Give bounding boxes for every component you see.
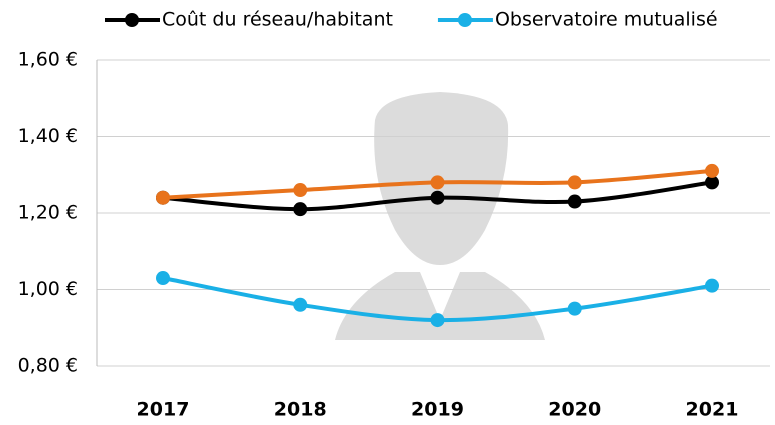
- y-tick-label: 1,60 €: [18, 49, 78, 71]
- legend-marker: [457, 13, 472, 27]
- x-tick-label: 2019: [411, 399, 464, 421]
- legend-label: Observatoire mutualisé: [495, 9, 718, 31]
- point: [705, 278, 719, 293]
- legend-label: Coût du réseau/habitant: [162, 9, 393, 31]
- point: [430, 175, 445, 190]
- point: [293, 202, 308, 217]
- point: [705, 163, 719, 178]
- y-tick-label: 1,40 €: [18, 125, 78, 147]
- point: [293, 183, 308, 198]
- point: [567, 301, 582, 316]
- point: [430, 190, 445, 205]
- x-tick-label: 2017: [137, 399, 190, 421]
- point: [567, 175, 582, 190]
- legend-marker: [125, 13, 139, 27]
- point: [430, 313, 445, 328]
- x-tick-label: 2018: [274, 399, 327, 421]
- y-tick-label: 0,80 €: [18, 355, 78, 377]
- point: [567, 194, 582, 209]
- watermark: [335, 92, 545, 340]
- point: [156, 271, 170, 286]
- x-tick-label: 2021: [686, 399, 739, 421]
- y-tick-label: 1,20 €: [18, 202, 78, 224]
- y-tick-label: 1,00 €: [18, 278, 78, 300]
- x-tick-label: 2020: [548, 399, 601, 421]
- point: [156, 190, 170, 205]
- point: [293, 297, 308, 312]
- point: [705, 175, 719, 190]
